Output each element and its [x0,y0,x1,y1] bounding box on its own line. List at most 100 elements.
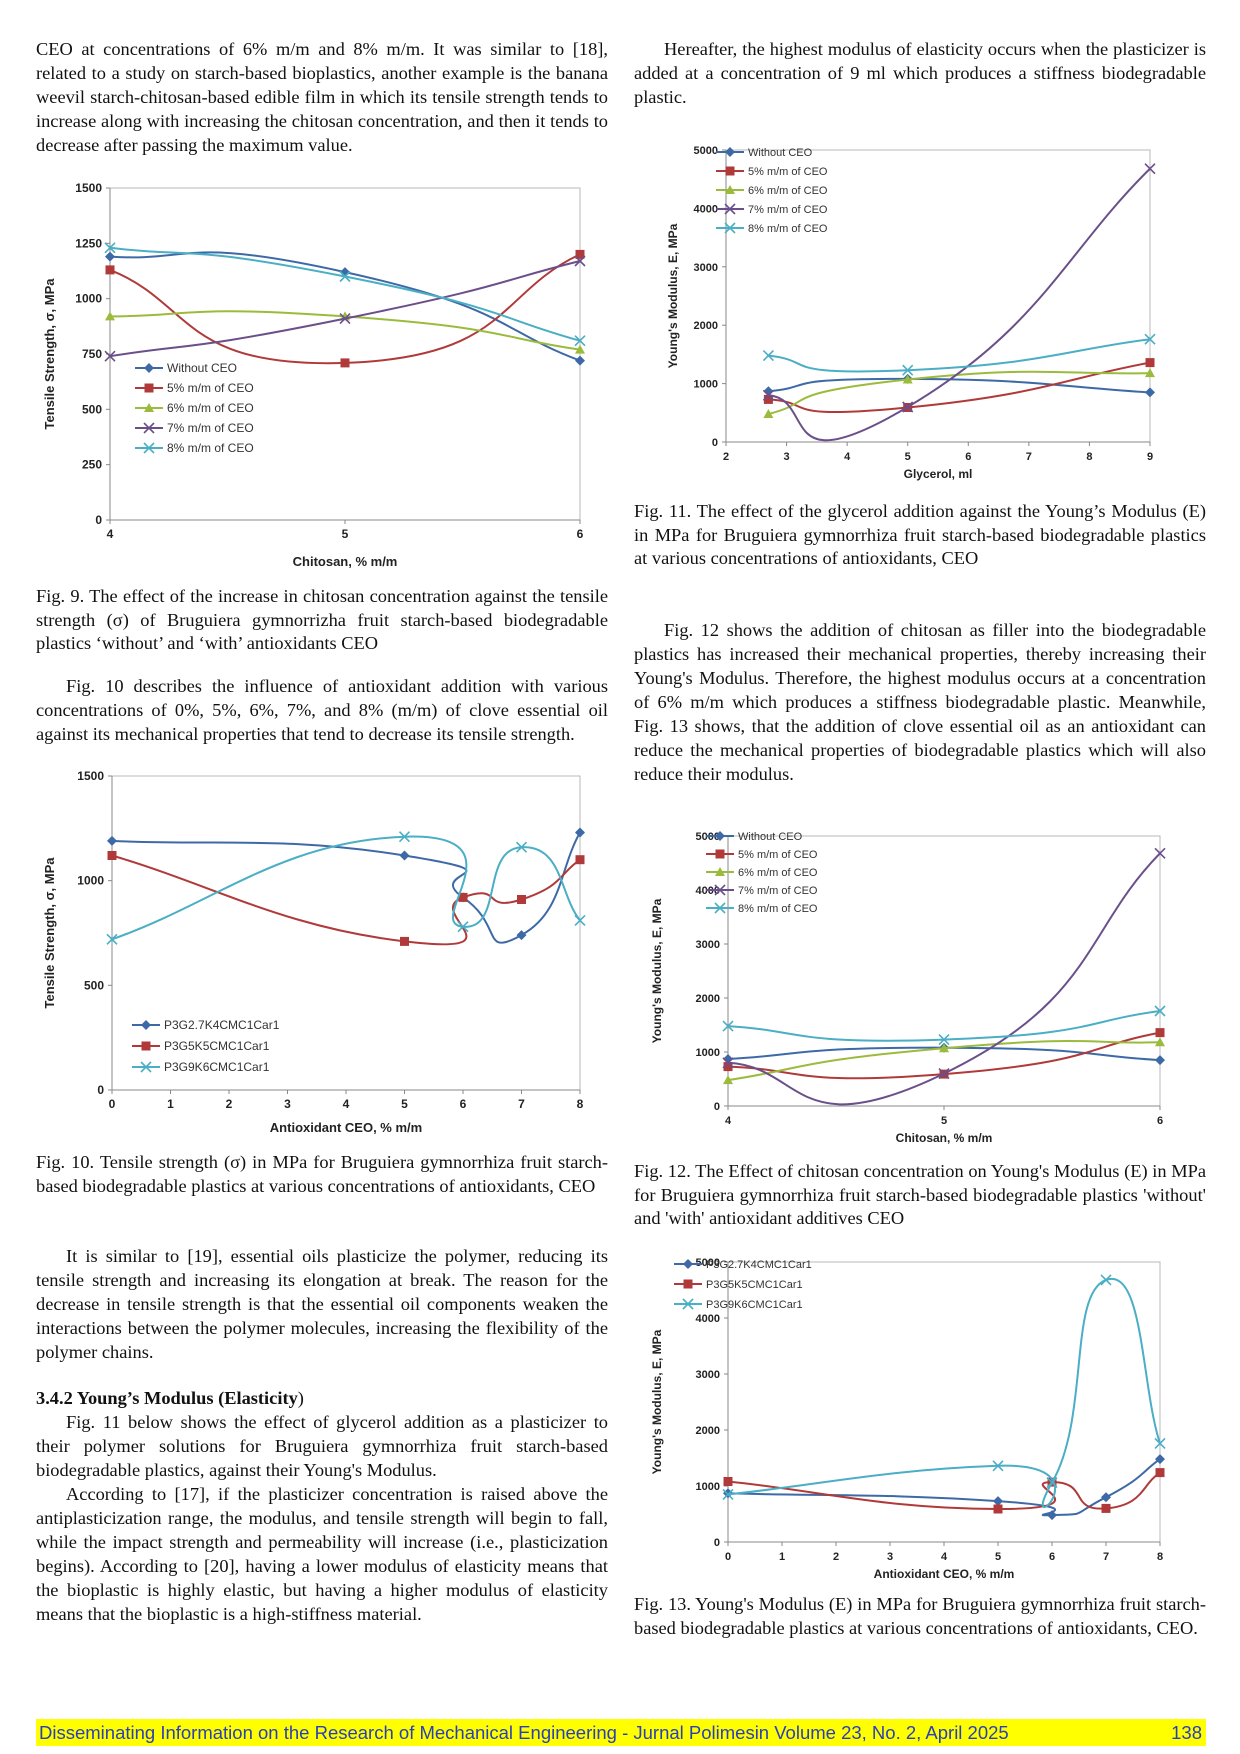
x-tick-label: 8 [1086,451,1092,463]
data-point [104,350,116,362]
x-tick-label: 5 [905,451,911,463]
x-tick-label: 8 [1157,1551,1163,1563]
marker-stroke [574,914,586,926]
legend-marker [724,222,736,234]
legend-label: 7% m/m of CEO [748,204,828,216]
legend-marker [144,363,154,373]
legend-label: P3G5K5CMC1Car1 [164,1039,270,1053]
fig11-chart: 0 1000 2000 3000 4000 5000 2 3 4 5 6 7 8 9 Glycerol, m… [666,145,1156,481]
legend-label: 6% m/m of CEO [738,867,818,879]
legend-marker [724,203,736,215]
data-point [723,1062,733,1072]
x-axis-label: Chitosan, % m/m [896,1131,993,1145]
data-point [1144,333,1156,345]
marker-stroke [104,242,116,254]
page-footer: Disseminating Information on the Researc… [36,1719,1206,1746]
marker-stroke [762,350,774,362]
x-tick-label: 0 [109,1097,116,1111]
y-tick-label: 3000 [696,939,720,951]
series-line [768,338,1151,373]
marker-stroke [1154,1437,1166,1449]
fig13-caption: Fig. 13. Young's Modulus (E) in MPa for … [634,1593,1206,1640]
caption-text: Fig. 13. Young's Modulus (E) in MPa for … [634,1594,1206,1638]
x-tick-label: 6 [577,527,584,541]
x-tick-label: 5 [401,1097,408,1111]
y-tick-label: 750 [82,347,102,361]
data-point [457,921,469,933]
legend-marker [714,884,726,896]
data-point [723,1075,733,1085]
x-tick-label: 6 [1157,1115,1163,1127]
data-point [1145,368,1155,378]
data-point [1100,1274,1112,1286]
marker-stroke [140,1061,152,1073]
data-point [938,1068,950,1080]
x-tick-label: 3 [784,451,790,463]
x-tick-label: 4 [107,527,114,541]
y-tick-label: 5000 [694,145,718,157]
marker-stroke [714,884,726,896]
data-point [1155,1468,1165,1478]
x-axis-label: Antioxidant CEO, % m/m [874,1567,1015,1581]
y-tick-label: 0 [95,513,102,527]
right-column: Hereafter, the highest modulus of elasti… [634,37,1206,109]
marker-stroke [143,442,155,454]
x-tick-label: 3 [887,1551,893,1563]
data-point [339,313,351,325]
series-line [768,370,1151,415]
y-tick-label: 1500 [75,181,102,195]
x-tick-label: 7 [518,1097,525,1111]
legend-label: 8% m/m of CEO [748,223,828,235]
data-point [515,841,528,853]
series-line [111,832,581,944]
legend-marker [140,1061,152,1073]
marker-stroke [724,203,736,215]
x-tick-label: 1 [779,1551,785,1563]
right-column-text-2: Fig. 12 shows the addition of chitosan a… [634,618,1206,786]
legend-label: 7% m/m of CEO [167,421,254,435]
legend-label: 5% m/m of CEO [167,381,254,395]
data-point [107,851,117,860]
y-tick-label: 3000 [694,262,718,274]
y-tick-label: 1000 [75,292,102,306]
x-tick-label: 5 [342,527,349,541]
legend-label: Without CEO [748,147,813,159]
legend-marker [725,185,735,194]
data-point [723,1054,733,1064]
paragraph: Fig. 10 describes the influence of antio… [36,676,608,744]
data-point [340,267,350,278]
marker-stroke [902,364,914,376]
marker-stroke [682,1298,694,1310]
x-tick-label: 6 [1049,1551,1055,1563]
data-point [575,355,585,366]
legend-label: Without CEO [738,831,803,843]
data-point [902,374,913,384]
marker-stroke [724,222,736,234]
marker-stroke [1144,163,1156,175]
footer-text: Disseminating Information on the Researc… [39,1722,1009,1743]
plot-area [109,187,581,521]
marker-stroke [902,401,914,413]
marker-stroke [1154,1005,1166,1017]
legend-label: 5% m/m of CEO [748,166,828,178]
legend-marker [683,1259,693,1269]
marker-stroke [457,921,469,933]
data-point [902,401,914,413]
data-point [939,1043,949,1053]
data-point [575,827,585,838]
x-tick-label: 4 [844,451,851,463]
data-point [1145,358,1155,368]
y-axis-label: Young's Modulus, E, MPa [650,1329,664,1474]
y-tick-label: 0 [714,1537,720,1549]
left-column-text-3: It is similar to [19], essential oils pl… [36,1244,608,1626]
legend-label: 6% m/m of CEO [748,185,828,197]
x-tick-label: 4 [343,1097,350,1111]
data-point [105,265,115,275]
data-point [722,1020,734,1032]
data-point [517,895,526,904]
paragraph: CEO at concentrations of 6% m/m and 8% m… [36,39,608,155]
data-point [398,831,411,843]
x-tick-label: 6 [965,451,971,463]
data-point [105,311,115,321]
legend-label: 7% m/m of CEO [738,885,818,897]
